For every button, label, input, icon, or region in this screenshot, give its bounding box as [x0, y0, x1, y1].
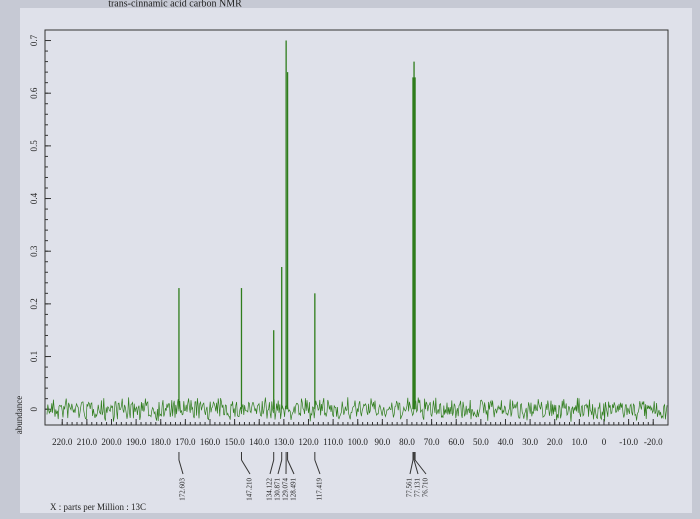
x-axis-label: X : parts per Million : 13C — [50, 502, 146, 512]
peak-leader — [277, 459, 283, 475]
y-tick-label: 0.7 — [29, 34, 39, 46]
x-tick-label: -20.0 — [644, 437, 663, 447]
plot-frame — [44, 29, 669, 426]
peak-leader — [413, 459, 419, 475]
x-tick-label: 150.0 — [224, 437, 245, 447]
x-tick-label: 20.0 — [547, 437, 563, 447]
noise-baseline — [46, 397, 668, 422]
y-tick-label: 0.6 — [29, 87, 39, 99]
peak-label: 147.210 — [246, 478, 254, 501]
paper — [20, 8, 692, 513]
peak-leader — [241, 459, 251, 475]
peak-leader — [287, 459, 295, 475]
peak-leader — [414, 459, 427, 475]
y-tick-label: 0.4 — [29, 192, 39, 204]
peak-label: 76.710 — [422, 478, 430, 498]
peak-leader — [178, 459, 184, 475]
x-tick-label: 60.0 — [448, 437, 464, 447]
x-tick-label: 0 — [602, 437, 607, 447]
x-tick-label: 30.0 — [522, 437, 538, 447]
x-tick-label: 160.0 — [200, 437, 221, 447]
peak-label: 128.491 — [290, 478, 298, 501]
x-tick-label: 170.0 — [175, 437, 196, 447]
x-tick-label: 40.0 — [498, 437, 514, 447]
peak-label: 134.122 — [266, 478, 274, 501]
y-tick-label: 0.2 — [29, 298, 39, 309]
x-tick-label: 190.0 — [126, 437, 147, 447]
peak-label: 130.871 — [274, 478, 282, 501]
peak-label: 77.131 — [414, 478, 422, 498]
x-tick-label: 140.0 — [249, 437, 270, 447]
y-axis-label: abundance — [14, 396, 24, 434]
y-tick-label: 0 — [29, 406, 39, 411]
peak-leader — [409, 459, 414, 475]
x-tick-label: 120.0 — [298, 437, 319, 447]
x-tick-label: 10.0 — [571, 437, 587, 447]
x-tick-label: 180.0 — [151, 437, 172, 447]
x-tick-label: 130.0 — [274, 437, 295, 447]
peak-leader — [269, 459, 275, 475]
x-tick-label: 110.0 — [323, 437, 343, 447]
chart-title: trans-cinnamic acid carbon NMR — [108, 0, 242, 9]
peak-label: 172.603 — [179, 478, 187, 501]
x-tick-label: 210.0 — [77, 437, 98, 447]
peak-label: 117.419 — [316, 478, 324, 501]
x-tick-label: 50.0 — [473, 437, 489, 447]
y-tick-label: 0.3 — [29, 245, 39, 257]
y-tick-label: 0.5 — [29, 140, 39, 152]
peak-label: 129.074 — [282, 478, 290, 501]
x-tick-label: -10.0 — [619, 437, 638, 447]
x-tick-label: 90.0 — [374, 437, 390, 447]
x-tick-label: 220.0 — [52, 437, 73, 447]
x-tick-label: 200.0 — [101, 437, 122, 447]
x-tick-label: 100.0 — [348, 437, 369, 447]
y-tick-label: 0.1 — [29, 351, 39, 362]
x-tick-label: 70.0 — [424, 437, 440, 447]
peak-label: 77.561 — [406, 478, 414, 498]
peak-leader — [314, 459, 321, 475]
x-tick-label: 80.0 — [399, 437, 415, 447]
